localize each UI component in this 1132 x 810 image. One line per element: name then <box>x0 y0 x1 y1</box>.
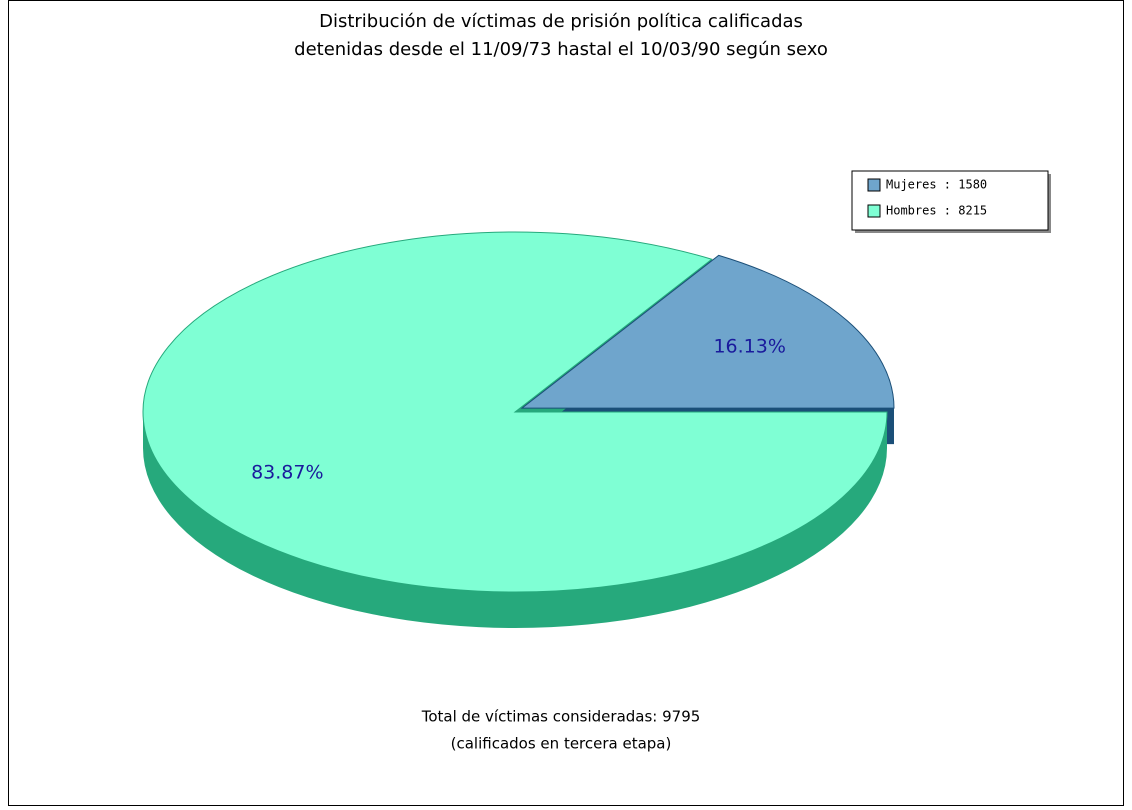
footnote: (calificados en tercera etapa) <box>451 735 672 753</box>
slice <box>142 231 888 593</box>
legend-box <box>851 170 1049 231</box>
data-label: 16.13% <box>713 335 785 357</box>
chart-title: Distribución de víctimas de prisión polí… <box>319 11 803 32</box>
footnote: Total de víctimas consideradas: 9795 <box>421 708 701 726</box>
legend-label: Hombres : 8215 <box>886 204 987 218</box>
chart-title: detenidas desde el 11/09/73 hastal el 10… <box>294 39 828 60</box>
legend-swatch <box>867 178 881 192</box>
legend: Mujeres : 1580 Hombres : 8215 <box>851 170 1051 233</box>
legend-swatch <box>867 204 881 218</box>
data-label: 83.87% <box>251 462 323 484</box>
slice <box>520 254 895 409</box>
legend-label: Mujeres : 1580 <box>886 178 987 192</box>
pie: 16.13% 83.87% <box>142 231 895 628</box>
slice-side <box>143 412 887 628</box>
